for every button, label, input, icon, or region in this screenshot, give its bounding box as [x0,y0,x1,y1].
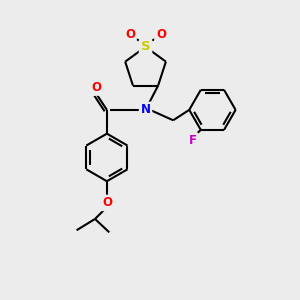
Text: O: O [102,196,112,209]
Text: O: O [92,81,101,94]
Text: O: O [125,28,135,41]
Text: N: N [140,103,151,116]
Text: O: O [156,28,166,41]
Text: F: F [188,134,196,147]
Text: S: S [141,40,150,53]
